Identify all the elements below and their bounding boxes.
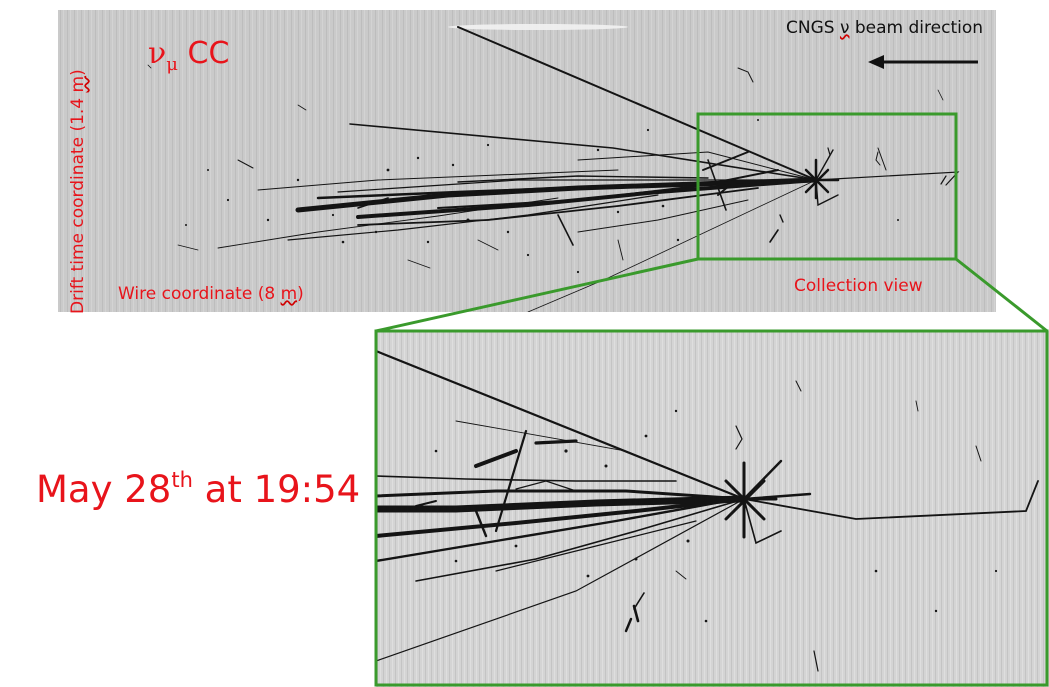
event-type-label: νμ CC (148, 36, 229, 75)
beam-direction-label: CNGS ν beam direction (786, 18, 984, 38)
event-date-label: May 28th at 19:54 (36, 468, 361, 511)
wire-axis-label: Wire coordinate (8 m) (118, 284, 304, 304)
zoomed-collection-view (376, 331, 1049, 687)
zoomed-event-image (376, 331, 1049, 687)
cc-label: CC (187, 36, 230, 71)
mu-subscript: μ (166, 54, 178, 75)
nu-symbol: ν (148, 36, 167, 71)
drift-axis-label: Drift time coordinate (1.4 m) (68, 69, 88, 314)
collection-view-label: Collection view (794, 276, 923, 296)
